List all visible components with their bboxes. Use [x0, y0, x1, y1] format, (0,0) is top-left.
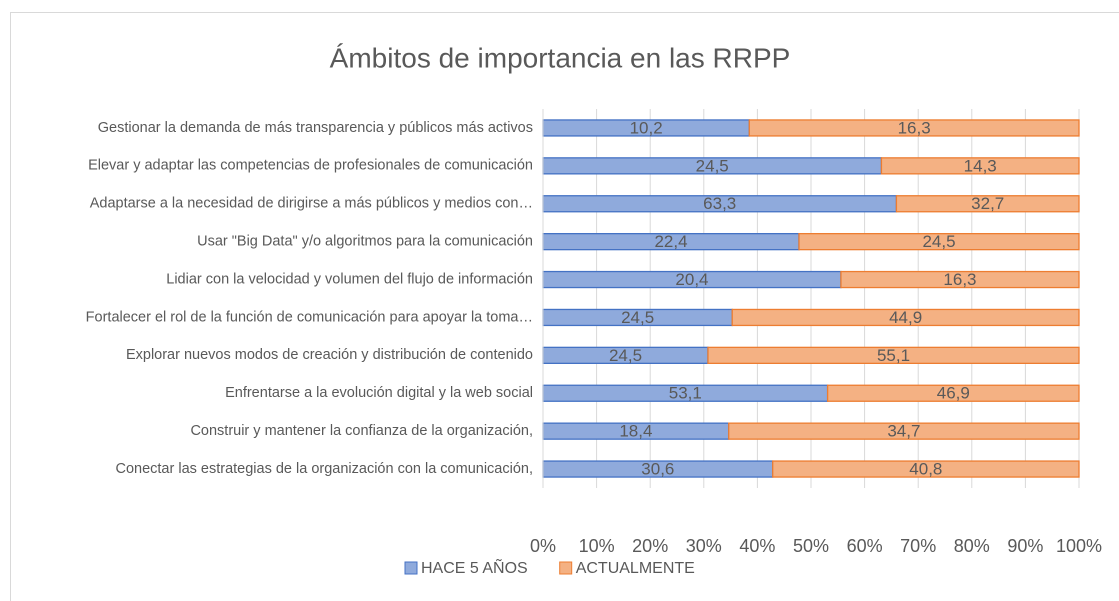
data-label: 32,7	[971, 194, 1004, 213]
data-label: 44,9	[889, 308, 922, 327]
legend-label: HACE 5 AÑOS	[421, 557, 528, 577]
data-label: 16,3	[898, 118, 931, 137]
bar-segment	[895, 195, 1080, 213]
data-label: 46,9	[937, 384, 970, 403]
x-tick-label: 70%	[900, 536, 936, 556]
category-label: Construir y mantener la confianza de la …	[190, 423, 533, 439]
data-label: 16,3	[943, 270, 976, 289]
bar-segment	[798, 232, 1080, 251]
data-label: 24,5	[696, 156, 729, 175]
bar-segment	[728, 422, 1080, 440]
category-label: Fortalecer el rol de la función de comun…	[86, 309, 533, 325]
bar-segment	[826, 384, 1080, 402]
x-tick-label: 30%	[686, 536, 722, 556]
chart-frame	[10, 12, 1119, 601]
category-label: Adaptarse a la necesidad de dirigirse a …	[90, 196, 533, 212]
data-label: 24,5	[621, 308, 654, 327]
x-tick-label: 50%	[793, 536, 829, 556]
data-label: 30,6	[641, 460, 674, 479]
category-label: Conectar las estrategias de la organizac…	[115, 461, 533, 477]
bar-segment	[748, 119, 1080, 137]
bar-segment	[731, 308, 1080, 327]
x-tick-label: 80%	[954, 536, 990, 556]
category-label: Elevar y adaptar las competencias de pro…	[88, 158, 533, 174]
data-label: 18,4	[619, 422, 652, 441]
data-label: 22,4	[654, 232, 687, 251]
chart-title: Ámbitos de importancia en las RRPP	[330, 42, 791, 73]
bar-segment	[772, 460, 1080, 478]
x-tick-label: 20%	[632, 536, 668, 556]
data-label: 53,1	[669, 384, 702, 403]
x-tick-label: 90%	[1007, 536, 1043, 556]
legend-swatch	[404, 561, 418, 575]
legend-swatch	[559, 561, 573, 575]
x-tick-label: 60%	[847, 536, 883, 556]
data-label: 24,5	[609, 346, 642, 365]
data-label: 63,3	[703, 194, 736, 213]
data-label: 24,5	[922, 232, 955, 251]
category-label: Lidiar con la velocidad y volumen del fl…	[166, 271, 533, 287]
bar-segment	[707, 346, 1080, 365]
category-label: Usar "Big Data" y/o algoritmos para la c…	[197, 233, 533, 249]
category-label: Gestionar la demanda de más transparenci…	[98, 120, 533, 136]
x-tick-label: 40%	[739, 536, 775, 556]
category-label: Explorar nuevos modos de creación y dist…	[126, 347, 533, 363]
data-label: 34,7	[887, 422, 920, 441]
bar-segment	[880, 157, 1080, 175]
data-label: 40,8	[909, 460, 942, 479]
data-label: 10,2	[630, 118, 663, 137]
x-tick-label: 100%	[1056, 536, 1102, 556]
data-label: 55,1	[877, 346, 910, 365]
legend-label: ACTUALMENTE	[576, 560, 695, 577]
category-label: Enfrentarse a la evolución digital y la …	[225, 385, 533, 401]
data-label: 14,3	[964, 156, 997, 175]
bar-segment	[840, 270, 1080, 289]
x-tick-label: 0%	[530, 536, 556, 556]
x-tick-label: 10%	[579, 536, 615, 556]
data-label: 20,4	[675, 270, 708, 289]
